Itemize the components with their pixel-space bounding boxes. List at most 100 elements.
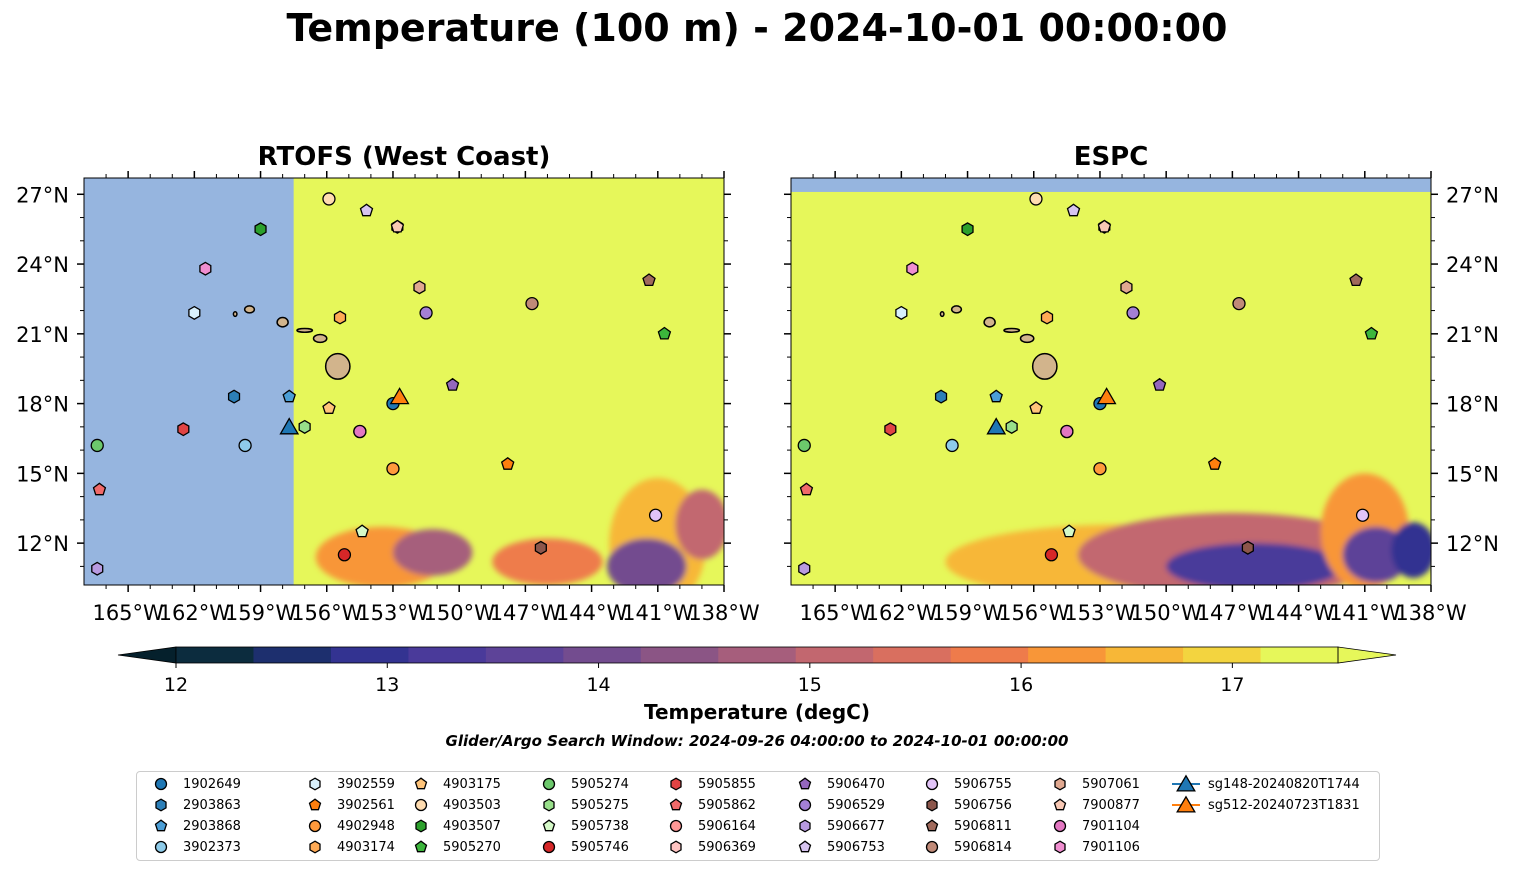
pentagon-marker-icon: [925, 819, 939, 832]
pentagon-marker-icon: [1053, 798, 1067, 811]
y-tick-label: 27°N: [1446, 183, 1499, 207]
obs-4903507: [254, 222, 267, 237]
obs-5906470: [445, 377, 460, 391]
legend-item: 5905274: [535, 774, 629, 794]
map-panel-rtofs: 165°W162°W159°W156°W153°W150°W147°W144°W…: [16, 171, 760, 625]
legend-item: 4903507: [407, 816, 501, 836]
legend-label: 4903174: [337, 839, 395, 855]
legend-label: 5905738: [571, 818, 629, 834]
legend-marker: [1053, 819, 1067, 833]
circle-marker-icon: [925, 840, 939, 854]
figure-title: Temperature (100 m) - 2024-10-01 00:00:0…: [286, 6, 1228, 50]
hexagon-marker-icon: [670, 777, 682, 791]
circle-marker-icon: [154, 777, 168, 791]
x-tick-label: 150°W: [1130, 601, 1202, 625]
legend-marker: [414, 798, 428, 812]
colorbar-tick-label: 16: [1009, 674, 1033, 696]
colorbar-tick-label: 17: [1220, 674, 1244, 696]
legend-label: 4903503: [443, 797, 501, 813]
no-data-region: [84, 178, 294, 585]
colorbar-label: Temperature (degC): [644, 700, 870, 724]
legend-marker: [309, 777, 321, 791]
hexagon-marker-icon: [309, 840, 321, 854]
legend-item: 5905855: [662, 774, 756, 794]
cold-water-contours: [315, 478, 724, 585]
island-molokai: [1003, 327, 1021, 333]
hexagon-marker-icon: [799, 819, 811, 833]
obs-4903503: [322, 192, 336, 206]
legend-label: 5905270: [443, 839, 501, 855]
obs-7900877: [390, 219, 405, 233]
obs-5906811: [1349, 273, 1363, 287]
legend-label: 7900877: [1082, 797, 1140, 813]
legend-item: 4903174: [301, 837, 395, 857]
y-tick-label: 12°N: [16, 532, 69, 556]
legend-item: 5906755: [918, 774, 1012, 794]
colorbar-segment: [795, 647, 874, 663]
x-tick-label: 156°W: [998, 601, 1070, 625]
island-oahu: [276, 316, 289, 328]
obs-4903503: [1029, 192, 1043, 206]
colorbar-segment: [1183, 647, 1262, 663]
obs-sg512-20240723T1831: [389, 387, 410, 405]
legend-marker: [925, 777, 939, 791]
legend-marker: [925, 819, 939, 832]
x-tick-label: 162°W: [866, 601, 938, 625]
island-kauai: [243, 305, 256, 314]
obs-7901104: [353, 424, 367, 439]
x-tick-label: 156°W: [291, 601, 363, 625]
legend-label: 5906814: [954, 839, 1012, 855]
legend-label: 5906811: [954, 818, 1012, 834]
y-tick-label: 18°N: [1446, 393, 1499, 417]
legend-label: 7901104: [1082, 818, 1140, 834]
colorbar-tick-label: 15: [798, 674, 822, 696]
legend-marker: [1176, 774, 1196, 792]
obs-2903868: [989, 389, 1003, 403]
colorbar-under-arrow: [117, 646, 177, 664]
legend-label: 4902948: [337, 818, 395, 834]
contour-patch: [492, 538, 603, 585]
triangle-marker-icon: [1172, 774, 1200, 792]
legend-item: 5905746: [535, 837, 629, 857]
legend-label: 5905855: [698, 776, 756, 792]
legend-label: sg148-20240820T1744: [1208, 776, 1360, 792]
legend-item: sg512-20240723T1831: [1172, 795, 1360, 815]
obs-4903174: [333, 310, 347, 325]
legend-label: 5906677: [827, 818, 885, 834]
obs-5905275: [298, 419, 311, 434]
hexagon-marker-icon: [415, 819, 427, 833]
obs-5905274: [797, 438, 811, 453]
circle-marker-icon: [1053, 819, 1067, 833]
x-tick-label: 159°W: [932, 601, 1004, 625]
y-tick-label: 12°N: [1446, 532, 1499, 556]
legend-label: 5905862: [698, 797, 756, 813]
colorbar-segment: [330, 647, 409, 663]
hexagon-marker-icon: [1054, 840, 1066, 854]
legend-label: 5907061: [1082, 776, 1140, 792]
legend-item: 1902649: [147, 774, 241, 794]
x-tick-label: 153°W: [1064, 601, 1136, 625]
obs-sg512-20240723T1831: [1096, 387, 1117, 405]
legend-item: 5906369: [662, 837, 756, 857]
obs-4902948: [1093, 462, 1107, 476]
legend-item: 5905270: [407, 837, 501, 857]
map-frame: [83, 177, 725, 586]
legend-label: 1902649: [183, 776, 241, 792]
legend-marker: [414, 840, 428, 853]
x-tick-label: 144°W: [556, 601, 628, 625]
obs-sg148-20240820T1744: [986, 417, 1007, 435]
x-tick-label: 147°W: [490, 601, 562, 625]
legend-item: 4903175: [407, 774, 501, 794]
legend-item: 5905738: [535, 816, 629, 836]
hexagon-marker-icon: [1054, 777, 1066, 791]
contour-patch: [1391, 522, 1431, 579]
legend-item: sg148-20240820T1744: [1172, 774, 1360, 794]
y-tick-label: 15°N: [1446, 462, 1499, 486]
legend-label: 5906369: [698, 839, 756, 855]
circle-marker-icon: [542, 777, 556, 791]
circle-marker-icon: [669, 819, 683, 833]
legend-item: 4903503: [407, 795, 501, 815]
legend-item: 5907061: [1046, 774, 1140, 794]
legend-marker: [154, 777, 168, 791]
